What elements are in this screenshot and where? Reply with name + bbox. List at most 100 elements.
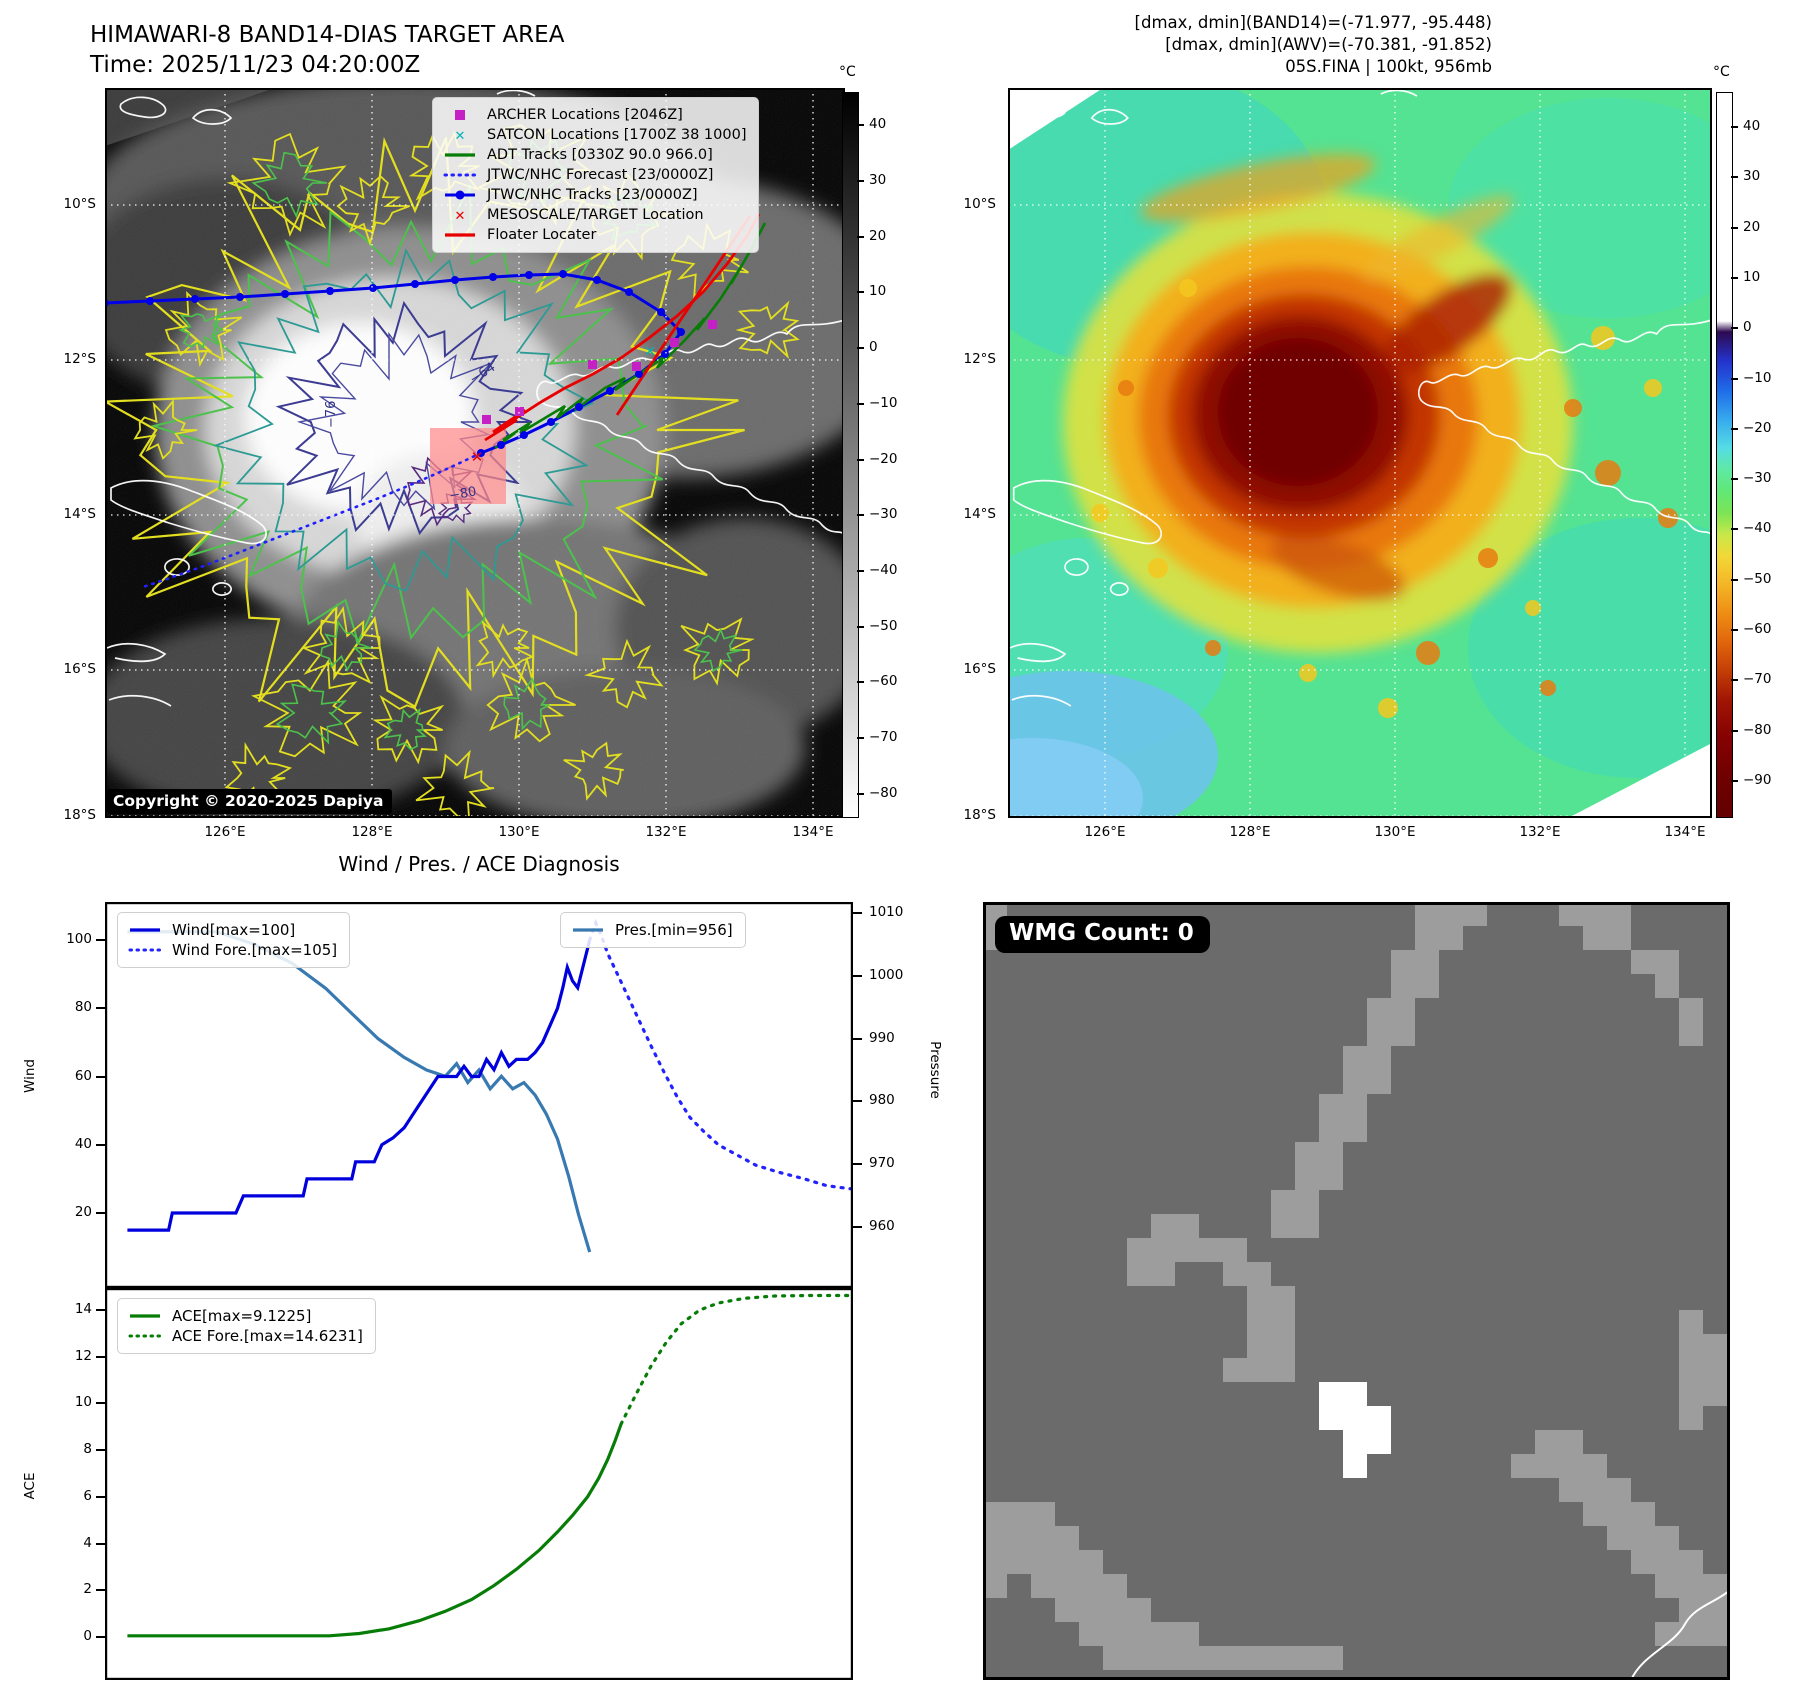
axis-tick (857, 347, 864, 350)
axis-tick-label: 990 (869, 1029, 895, 1046)
axis-tick (1731, 377, 1738, 380)
swath-cut-corner (1568, 743, 1712, 818)
axis-tick (857, 514, 864, 517)
axis-tick (853, 1163, 862, 1166)
colorbar-tick-label: −50 (1743, 570, 1772, 587)
legend-marker-x-icon: ✕ (455, 209, 466, 222)
colorbar-tick-label: 0 (1743, 319, 1752, 336)
lat-tick-label: 16°S (63, 661, 97, 677)
axis-tick (1731, 578, 1738, 581)
colorbar-tick-label: 20 (869, 227, 887, 244)
axis-tick (1731, 427, 1738, 430)
legend-item-label: JTWC/NHC Tracks [23/0000Z] (487, 187, 698, 203)
legend-item-label: ACE[max=9.1225] (172, 1307, 312, 1325)
axis-tick (96, 1309, 105, 1311)
legend-marker-dotted-icon (128, 948, 162, 952)
axis-tick (853, 912, 862, 914)
axis-tick (857, 737, 864, 740)
colorbar-tick-label: −70 (869, 729, 898, 746)
axis-tick (857, 569, 864, 572)
adt-track-line (494, 222, 767, 450)
legend-item: ADT Tracks [0330Z 90.0 966.0] (441, 145, 746, 165)
lat-tick-label: 18°S (963, 807, 997, 823)
colorbar-tick-label: −60 (869, 673, 898, 690)
axis-tick-label: 8 (83, 1441, 92, 1458)
colorbar-tick-label: 40 (1743, 118, 1761, 135)
legend-item-label: JTWC/NHC Forecast [23/0000Z] (487, 167, 714, 183)
colorbar-tick-label: 30 (1743, 168, 1761, 185)
lon-tick-label: 132°E (1519, 824, 1561, 840)
axis-tick (857, 402, 864, 405)
colorbar-tick-label: −10 (1743, 369, 1772, 386)
series-solid (127, 930, 592, 1253)
axis-tick-label: 12 (74, 1347, 92, 1364)
axis-tick-label: 1000 (869, 966, 904, 983)
lon-tick-label: 128°E (351, 824, 393, 840)
colorbar-tick-label: −40 (869, 561, 898, 578)
wmg-background (983, 902, 1730, 1680)
band14-colorbar (842, 92, 859, 818)
colorbar-tick-label: 20 (1743, 218, 1761, 235)
series-solid (127, 1423, 623, 1638)
lat-tick-label: 10°S (63, 196, 97, 212)
axis-tick-label: 4 (83, 1534, 92, 1551)
axis-tick (96, 1075, 105, 1078)
axis-tick-label: 20 (74, 1204, 92, 1220)
axis-tick (1731, 176, 1738, 179)
legend-marker-line-icon (130, 1314, 160, 1318)
axis-tick (96, 1355, 105, 1358)
lat-tick-label: 12°S (963, 351, 997, 367)
svg-text:✕: ✕ (455, 129, 466, 142)
map-frame (983, 902, 1730, 1680)
axis-tick-label: 10 (74, 1394, 92, 1411)
legend-item: Wind Fore.[max=105] (126, 940, 337, 960)
legend-item-label: ADT Tracks [0330Z 90.0 966.0] (487, 147, 713, 163)
colorbar-unit-left: °C (839, 64, 856, 80)
axis-tick (96, 1495, 105, 1498)
colorbar-tick-label: 10 (1743, 269, 1761, 286)
lat-tick-label: 10°S (963, 196, 997, 212)
axis-tick (1731, 729, 1738, 732)
legend-marker-line-dot-icon (445, 190, 475, 200)
legend-marker-square-icon (455, 110, 465, 120)
colorbar-tick-label: −40 (1743, 520, 1772, 537)
axis-tick-label: 960 (869, 1218, 895, 1234)
legend-item: JTWC/NHC Forecast [23/0000Z] (441, 165, 746, 185)
colorbar-tick-label: −80 (869, 784, 898, 801)
axis-tick (1731, 779, 1738, 782)
colorbar-tick-label: −60 (1743, 620, 1772, 637)
series-dotted (588, 918, 853, 1191)
lon-tick-label: 128°E (1229, 824, 1271, 840)
floater-locater-line (484, 213, 761, 442)
lon-tick-label: 130°E (1374, 824, 1416, 840)
lon-tick-label: 134°E (792, 824, 834, 840)
axis-tick (853, 974, 862, 977)
lat-tick-label: 14°S (63, 506, 97, 522)
chart-frame (105, 1288, 853, 1680)
ir-colorbar (1716, 92, 1733, 818)
legend-marker-line-icon (130, 928, 160, 932)
legend-item: Floater Locater (441, 225, 746, 245)
axis-tick (96, 1542, 105, 1545)
lat-tick-label: 12°S (63, 351, 97, 367)
axis-tick (853, 1100, 862, 1103)
pressure-axis-title: Pressure (927, 1041, 943, 1099)
jtwc-forecast-line (138, 451, 483, 590)
satcon-location-marker: ✕ (644, 344, 656, 360)
chart-frame (105, 902, 853, 1288)
colorbar-tick-label: −80 (1743, 721, 1772, 738)
legend-marker-x-icon: ✕ (455, 129, 466, 142)
axis-tick (96, 1449, 105, 1452)
axis-tick (857, 458, 864, 461)
legend-item-label: ACE Fore.[max=14.6231] (172, 1327, 363, 1345)
colorbar-tick-label: 30 (869, 172, 887, 189)
axis-tick (96, 1143, 105, 1146)
ir-color-satellite-map (1008, 88, 1712, 818)
legend-item-label: MESOSCALE/TARGET Location (487, 207, 704, 223)
ace-legend: ACE[max=9.1225] ACE Fore.[max=14.6231] (117, 1298, 376, 1354)
colorbar-tick-label: 40 (869, 116, 887, 133)
axis-tick (96, 1007, 105, 1010)
axis-tick (857, 124, 864, 127)
axis-tick-label: 40 (74, 1135, 92, 1152)
axis-tick (1731, 628, 1738, 631)
